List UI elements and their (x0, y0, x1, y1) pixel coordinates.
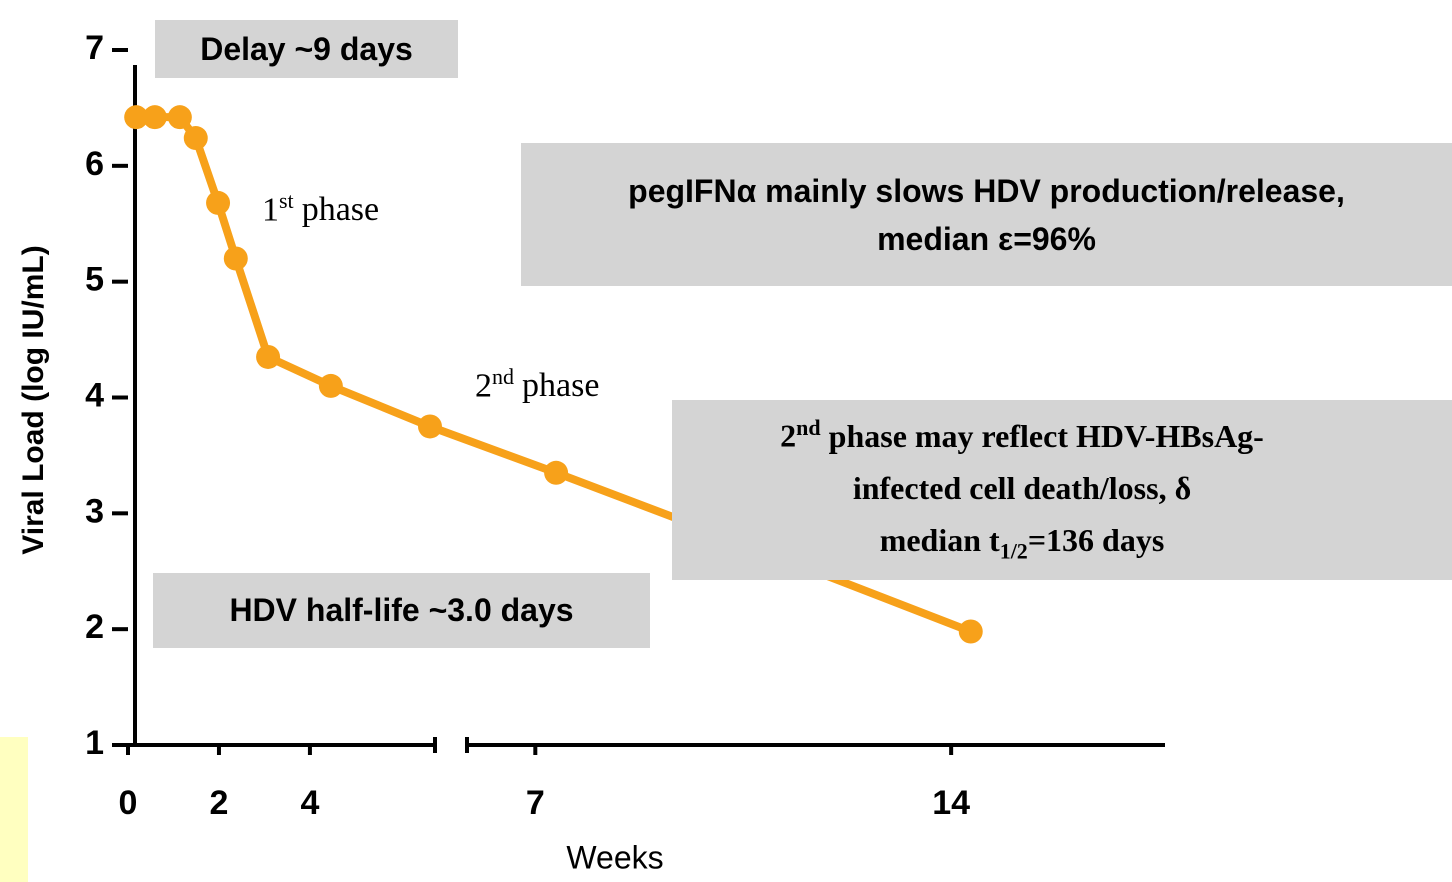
note-text: =136 days (1027, 522, 1165, 559)
data-point (318, 373, 343, 398)
pegifn-note: pegIFNα mainly slows HDV production/rele… (521, 143, 1452, 286)
y-tick-label: 7 (85, 29, 104, 67)
x-tick-label: 2 (210, 784, 229, 822)
note-text: Delay ~9 days (200, 30, 413, 67)
x-tick-label: 14 (932, 784, 970, 822)
label-text: 2 (475, 367, 492, 405)
data-point (958, 619, 983, 644)
data-point (544, 460, 569, 485)
data-point (256, 344, 281, 369)
half-life-note: HDV half-life ~3.0 days (153, 573, 650, 648)
label-text: nd (492, 364, 514, 389)
delay-note: Delay ~9 days (155, 20, 458, 78)
phase2-label: 2nd phase (475, 364, 599, 405)
x-tick-label: 0 (119, 784, 138, 822)
second-phase-note: 2nd phase may reflect HDV-HBsAg- infected… (672, 400, 1452, 580)
data-point (183, 126, 208, 151)
note-text: phase may reflect HDV-HBsAg- (828, 418, 1264, 455)
yellow-patch (0, 737, 28, 882)
note-text: infected cell death/loss, δ (852, 470, 1192, 507)
data-point (124, 105, 149, 130)
x-tick-label: 7 (526, 784, 545, 822)
note-text: nd (796, 415, 821, 441)
label-text: phase (522, 367, 600, 405)
label-text: phase (301, 191, 380, 229)
data-point (417, 414, 442, 439)
data-point (206, 190, 231, 215)
y-tick-label: 4 (85, 376, 104, 414)
x-axis-label: Weeks (566, 839, 663, 875)
phase1-label: 1st phase (262, 188, 379, 229)
data-point (142, 105, 167, 130)
y-tick-label: 2 (85, 608, 104, 646)
data-point (167, 105, 192, 130)
note-text: pegIFNα mainly slows HDV production/rele… (628, 172, 1345, 209)
label-text: 1 (262, 191, 279, 229)
y-axis-label: Viral Load (log IU/mL) (17, 245, 50, 554)
y-tick-label: 3 (85, 492, 104, 530)
y-tick-label: 6 (85, 145, 104, 183)
y-tick-label: 5 (85, 261, 104, 299)
note-text: 1/2 (999, 538, 1028, 564)
label-text: st (279, 188, 294, 213)
x-tick-label: 4 (300, 784, 319, 822)
note-text: median t (879, 522, 1000, 559)
note-text: HDV half-life ~3.0 days (229, 592, 574, 628)
note-text: 2 (780, 418, 797, 455)
y-tick-label: 1 (85, 724, 104, 762)
note-text: median ε=96% (877, 220, 1096, 257)
data-point (223, 246, 248, 271)
